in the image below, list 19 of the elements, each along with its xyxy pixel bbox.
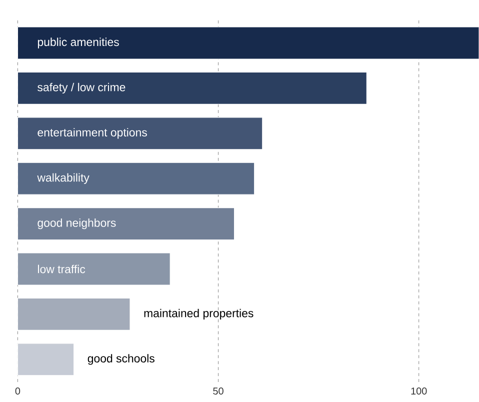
bar — [17, 117, 263, 150]
x-tick-label: 100 — [411, 388, 427, 395]
bar — [17, 72, 367, 105]
x-tick-label: 50 — [213, 388, 224, 395]
y-tick-label: public amenities — [38, 38, 119, 48]
bar — [17, 208, 235, 240]
y-tick-label: walkability — [37, 173, 90, 184]
bar — [17, 252, 170, 286]
y-tick-label: safety / low crime — [38, 82, 126, 94]
bar — [17, 26, 479, 60]
y-tick-label: maintained properties — [144, 308, 254, 320]
bar — [17, 162, 255, 195]
y-tick-label: entertainment options — [38, 128, 147, 139]
x-tick-label: 0 — [15, 388, 20, 395]
y-tick-label: low traffic — [38, 264, 86, 274]
bar — [17, 343, 74, 376]
y-tick-label: good schools — [88, 354, 154, 365]
y-tick-label: good neighbors — [38, 218, 116, 230]
bar — [17, 298, 130, 331]
